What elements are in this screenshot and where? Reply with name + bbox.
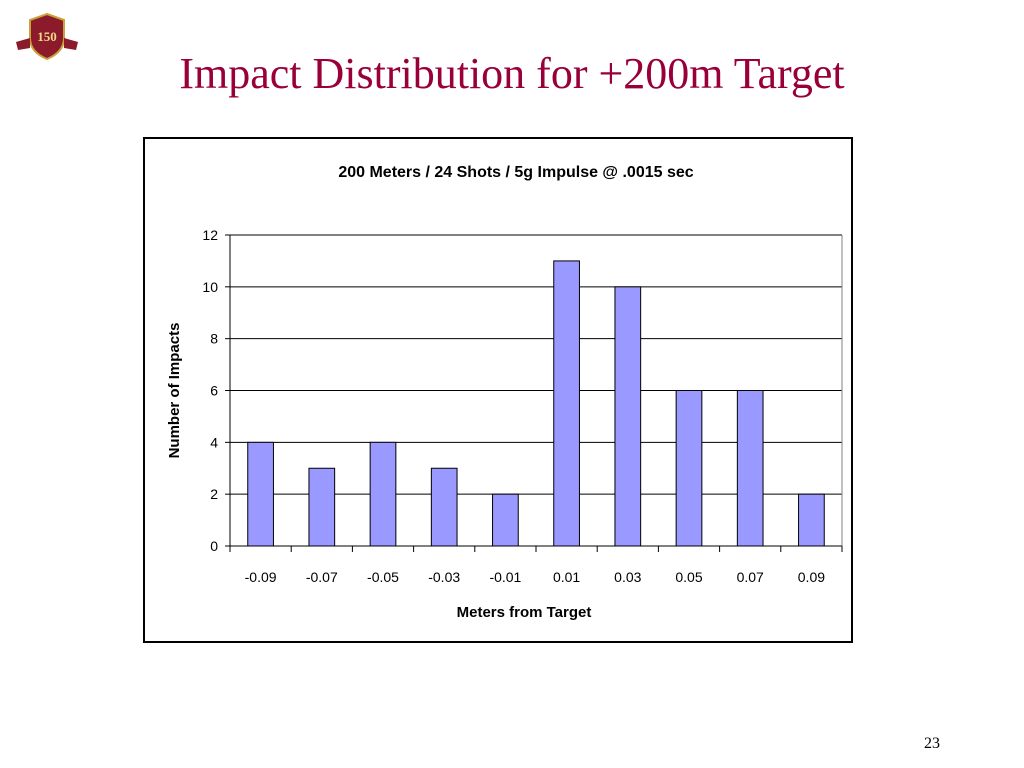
chart-title: 200 Meters / 24 Shots / 5g Impulse @ .00…	[338, 164, 693, 181]
bar	[308, 467, 336, 547]
bar	[675, 390, 703, 547]
y-tick-label: 0	[210, 538, 218, 554]
bar	[430, 467, 458, 547]
x-tick-label: -0.05	[367, 569, 399, 585]
x-axis-title: Meters from Target	[457, 604, 592, 621]
bar	[798, 493, 825, 547]
y-tick-label: 2	[210, 486, 218, 502]
y-tick-label: 6	[210, 383, 218, 399]
bar	[369, 441, 397, 547]
y-tick-label: 12	[202, 227, 218, 243]
x-tick-label: 0.01	[553, 569, 580, 585]
y-tick-label: 8	[210, 331, 218, 347]
x-tick-label: -0.07	[306, 569, 338, 585]
x-tick-label: -0.09	[245, 569, 277, 585]
bar	[247, 441, 274, 547]
y-axis-title: Number of Impacts	[166, 323, 183, 459]
x-tick-label: 0.09	[798, 569, 825, 585]
bar	[492, 493, 519, 547]
y-tick-label: 10	[202, 279, 218, 295]
impact-distribution-chart: 200 Meters / 24 Shots / 5g Impulse @ .00…	[166, 164, 843, 621]
bar	[553, 260, 580, 547]
x-tick-label: 0.03	[614, 569, 641, 585]
x-tick-label: -0.03	[428, 569, 460, 585]
x-tick-label: 0.07	[737, 569, 764, 585]
logo-text: 150	[37, 29, 57, 44]
bar	[614, 286, 642, 547]
page-number: 23	[924, 735, 940, 752]
bar	[736, 390, 764, 547]
anniversary-logo-icon: 150	[16, 12, 78, 61]
y-tick-label: 4	[210, 434, 218, 450]
x-tick-label: 0.05	[675, 569, 702, 585]
x-tick-label: -0.01	[489, 569, 521, 585]
slide-title: Impact Distribution for +200m Target	[179, 49, 845, 98]
